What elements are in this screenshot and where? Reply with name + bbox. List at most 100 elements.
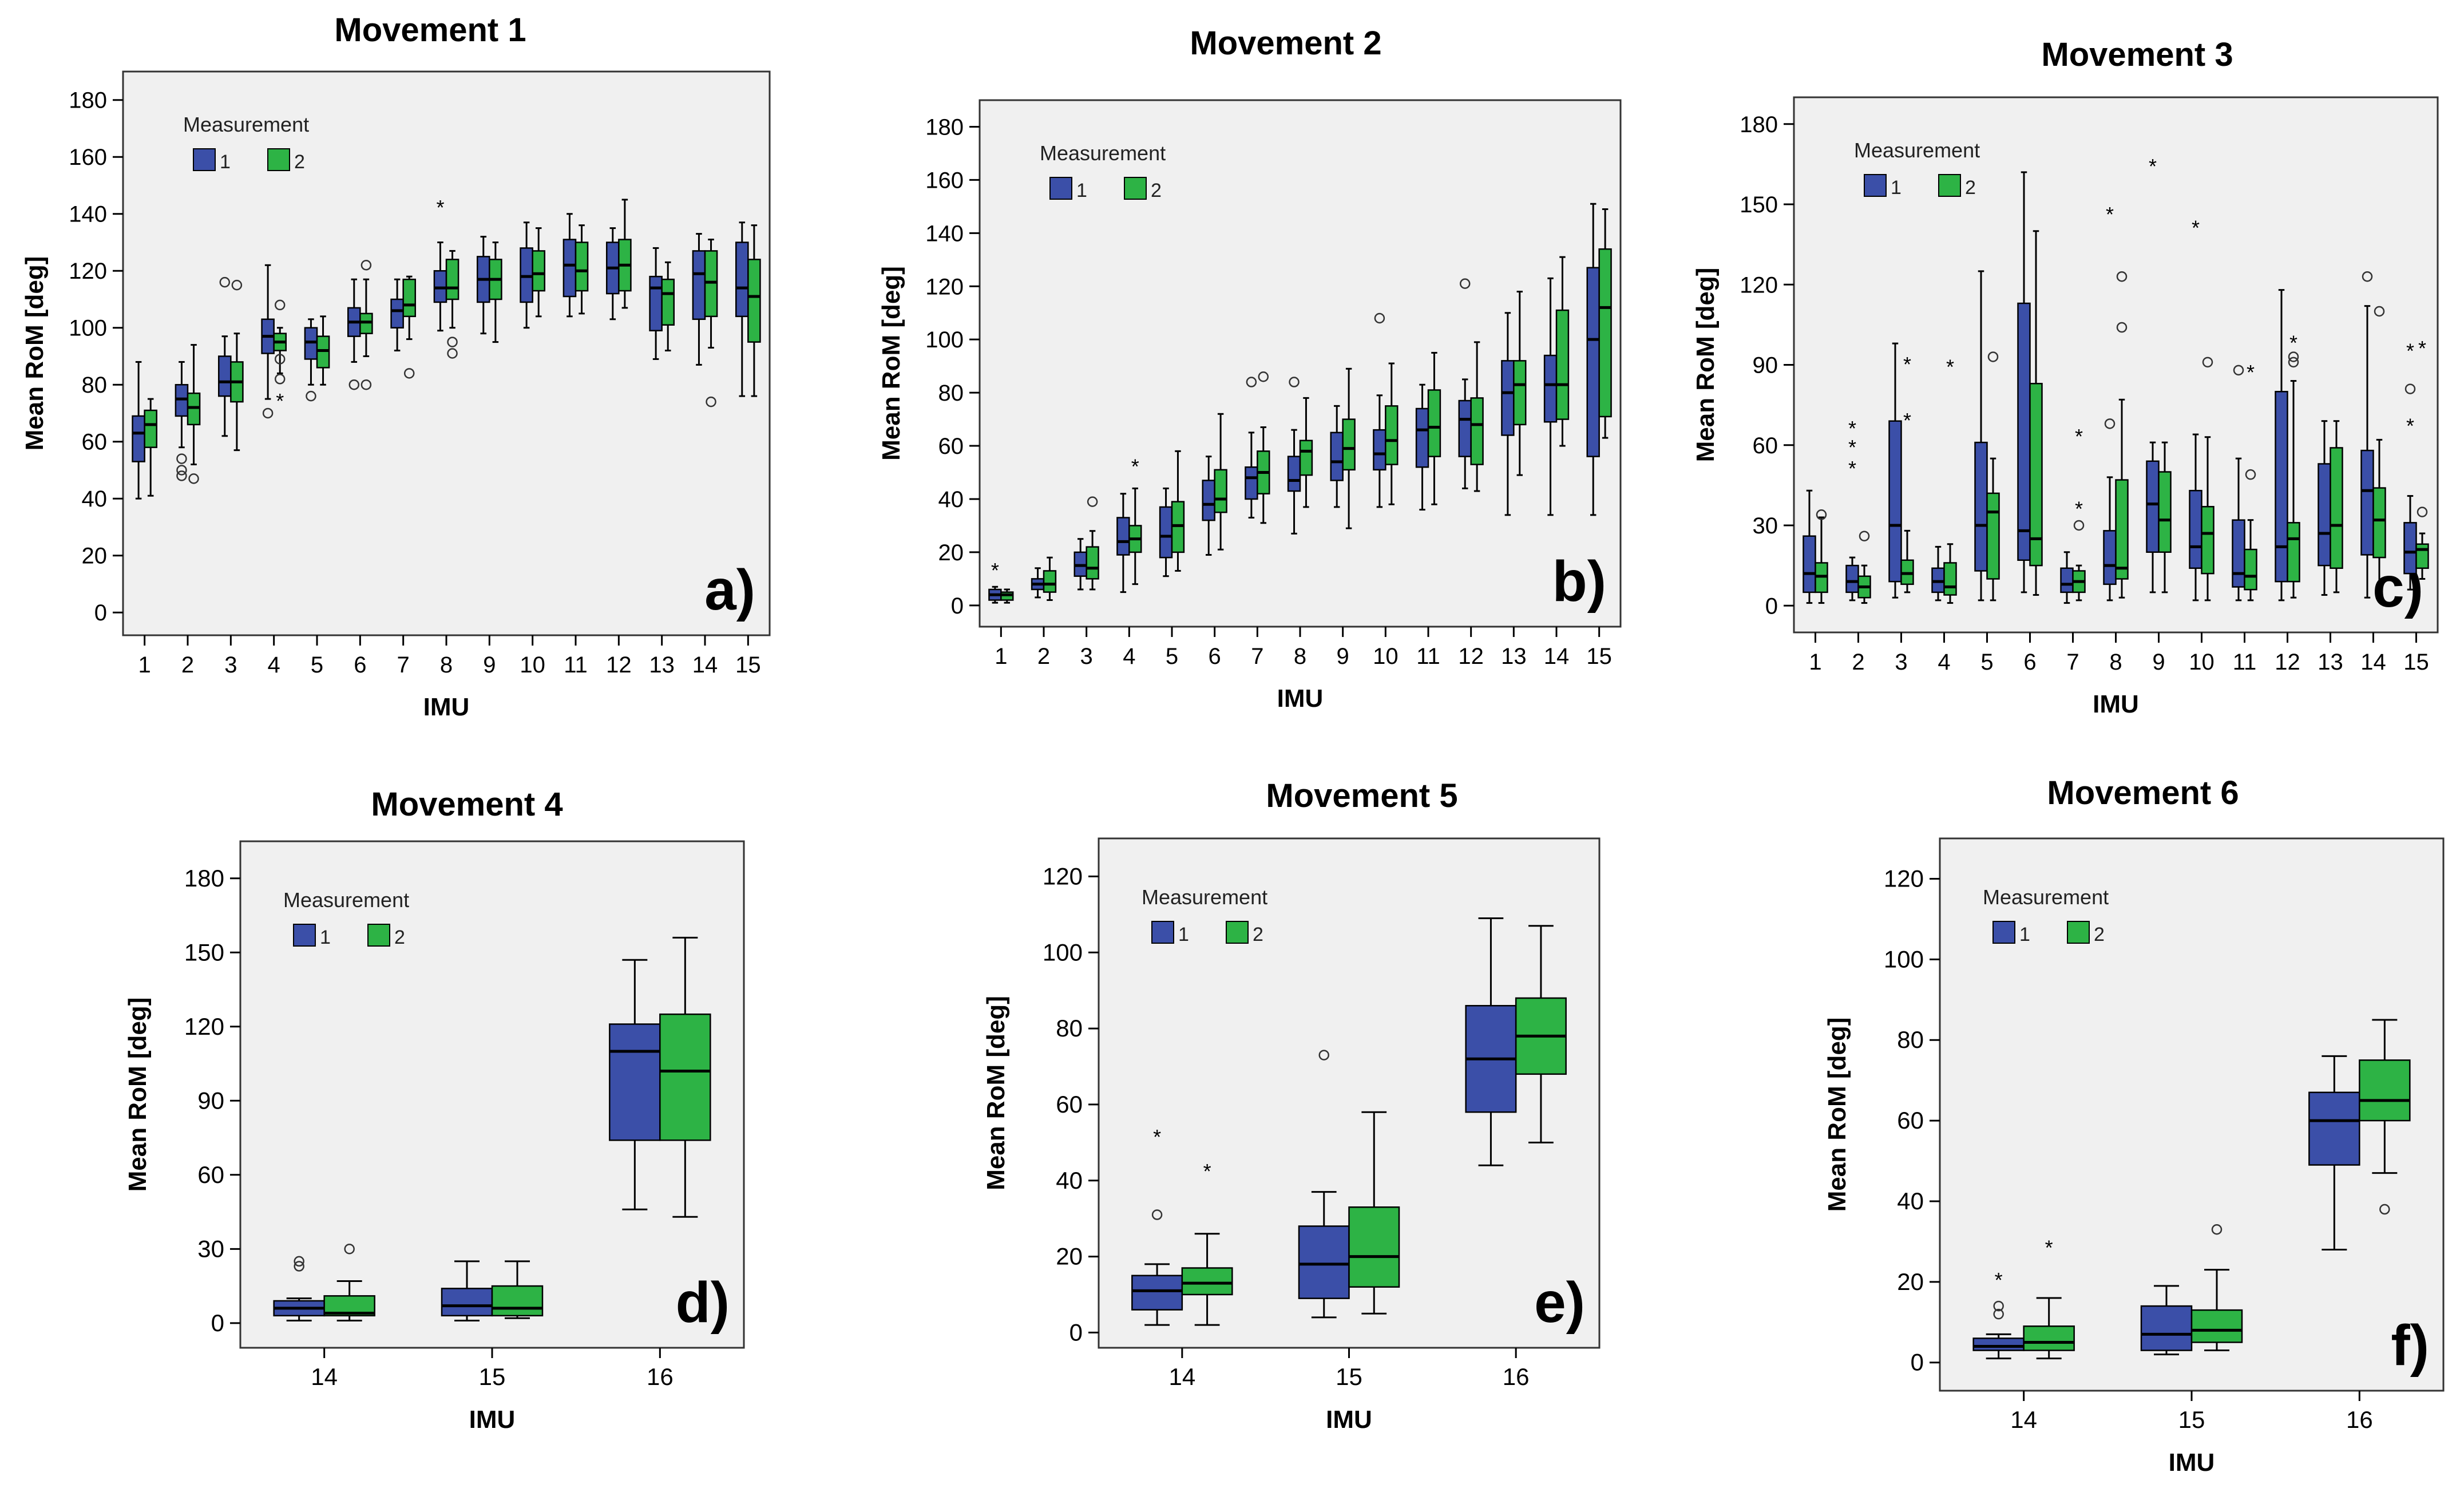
x-tick-label: 11 — [1416, 644, 1440, 669]
outlier-point — [2374, 306, 2385, 317]
outlier-point — [1987, 351, 1999, 362]
panel-1: Movement 1 0 20 40 60 80 100 120 140 160 180 Mean R… — [21, 11, 771, 721]
box-iqr — [2060, 567, 2074, 593]
legend-swatch-1 — [193, 148, 216, 171]
box-series2-14 — [323, 1244, 375, 1322]
outlier-point — [262, 407, 274, 419]
box-series1-14 — [1543, 277, 1558, 516]
box-series2-15 — [491, 1260, 544, 1319]
extreme-point: * — [2247, 361, 2255, 384]
y-tick-label: 120 — [69, 259, 107, 284]
box-iqr — [2158, 471, 2172, 553]
y-tick-label: 120 — [925, 274, 964, 299]
legend-swatch-1 — [1151, 921, 1174, 944]
y-tick-label: 0 — [1069, 1319, 1083, 1345]
y-tick-label: 160 — [69, 145, 107, 170]
box-series1-4 — [1116, 493, 1130, 593]
box-series1-5 — [1159, 487, 1173, 577]
box-series2-15 — [747, 224, 761, 397]
box-series1-2 — [1031, 567, 1045, 599]
legend-label-1: 1 — [320, 927, 331, 948]
panel-2: Movement 2 0 20 40 60 80 100 120 140 160 180 Mean R… — [877, 25, 1622, 713]
x-tick-label: 3 — [224, 652, 237, 678]
x-tick-label: 14 — [692, 652, 718, 678]
x-tick-label: 2 — [1852, 650, 1864, 675]
box-series2-7 — [402, 275, 417, 379]
box-series2-9 — [2158, 441, 2172, 593]
box-series2-1 — [1000, 588, 1014, 604]
x-tick-label: 14 — [2360, 650, 2386, 675]
box-series2-3: ** — [1900, 353, 1914, 593]
box-iqr — [609, 1023, 661, 1141]
outlier-point — [2116, 322, 2128, 333]
y-tick-label: 120 — [1884, 865, 1924, 892]
x-axis-title: IMU — [1326, 1406, 1372, 1434]
box-series2-6 — [2029, 230, 2043, 596]
y-tick-label: 100 — [925, 327, 964, 353]
box-iqr — [445, 259, 459, 300]
box-series2-10 — [532, 227, 546, 318]
x-tick-label: 15 — [1586, 644, 1612, 669]
box-series2-9 — [489, 241, 502, 343]
box-series2-12: * — [2287, 331, 2300, 599]
x-tick-label: 8 — [440, 652, 453, 678]
extreme-point: * — [1903, 409, 1911, 432]
outlier-point — [2233, 365, 2244, 376]
y-tick-label: 40 — [1897, 1188, 1924, 1214]
x-tick-label: 1 — [138, 652, 151, 678]
extreme-point: * — [1946, 355, 1954, 379]
x-tick-label: 13 — [2318, 650, 2343, 675]
legend-label-1: 1 — [2019, 924, 2030, 945]
outlier-point — [361, 260, 372, 271]
legend-label-1: 1 — [220, 151, 231, 173]
extreme-point: * — [2045, 1236, 2053, 1259]
box-series1-13 — [2318, 420, 2331, 596]
box-series2-6 — [1214, 413, 1227, 551]
box-iqr — [2146, 460, 2160, 553]
legend-label-2: 2 — [1253, 924, 1263, 945]
box-series2-11 — [575, 224, 589, 315]
y-tick-label: 40 — [1056, 1167, 1083, 1194]
outlier-point — [1318, 1050, 1329, 1060]
y-tick-label: 20 — [1897, 1268, 1924, 1295]
x-tick-label: 9 — [1337, 644, 1349, 669]
box-series1-7 — [2060, 551, 2074, 604]
outlier-point — [361, 379, 372, 390]
y-tick-label: 60 — [82, 430, 108, 455]
y-tick-label: 100 — [1884, 945, 1924, 972]
x-tick-label: 14 — [2010, 1406, 2037, 1433]
y-tick-label: 180 — [925, 114, 964, 140]
extreme-point: * — [2406, 339, 2414, 362]
box-series2-13 — [2330, 420, 2343, 593]
box-iqr — [2359, 1059, 2411, 1122]
y-tick-label: 120 — [1043, 862, 1083, 889]
x-tick-label: 6 — [2023, 650, 2036, 675]
x-tick-label: 4 — [1938, 650, 1950, 675]
y-tick-label: 0 — [94, 600, 107, 626]
x-axis-title: IMU — [2093, 690, 2139, 718]
box-series2-12 — [1470, 341, 1484, 492]
box-iqr — [2140, 1305, 2193, 1351]
extreme-point: * — [2406, 414, 2414, 437]
y-tick-label: 60 — [938, 434, 964, 459]
extreme-point: * — [2289, 331, 2297, 354]
box-series1-3 — [1888, 342, 1902, 599]
box-series1-15 — [2140, 1285, 2193, 1356]
outlier-point — [2417, 506, 2428, 517]
y-tick-label: 60 — [1056, 1091, 1083, 1118]
box-iqr — [2023, 1325, 2075, 1351]
box-series2-1 — [1815, 509, 1828, 604]
box-iqr — [1458, 399, 1472, 457]
box-iqr — [661, 278, 675, 326]
legend-swatch-2 — [367, 924, 390, 947]
box-iqr — [2308, 1091, 2360, 1166]
box-series1-16 — [609, 959, 661, 1210]
box-iqr — [1888, 420, 1902, 583]
box-iqr — [2232, 519, 2245, 588]
x-tick-label: 14 — [311, 1363, 338, 1390]
box-iqr — [2189, 489, 2202, 569]
box-series2-2 — [187, 344, 201, 484]
box-iqr — [562, 239, 577, 298]
box-iqr — [659, 1013, 711, 1141]
box-series1-12 — [2275, 289, 2288, 601]
